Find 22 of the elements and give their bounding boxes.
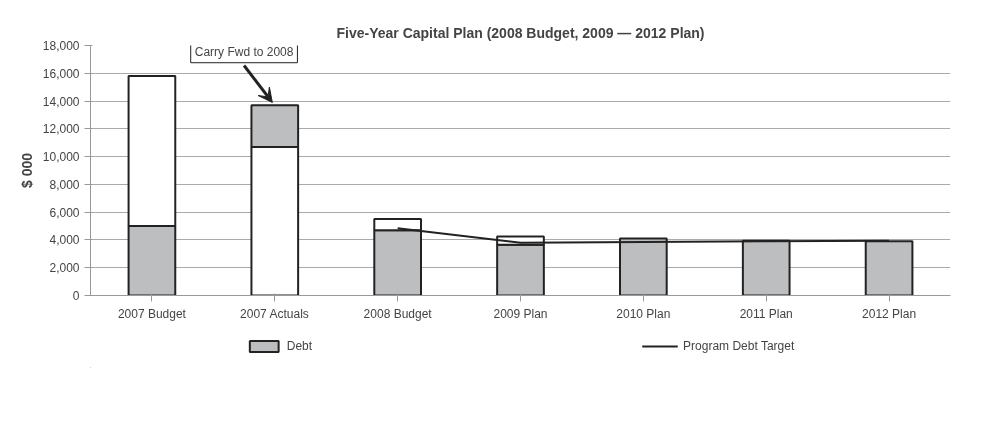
x-tick-label: 2009 Plan [493,306,548,321]
y-tick-label: 12,000 [42,122,80,137]
x-tick-label: 2011 Plan [739,306,793,321]
y-tick-label: 10,000 [42,150,80,165]
x-tick-label: 2008 Budget [363,306,433,321]
y-tick-label: 8,000 [49,177,80,192]
y-tick-label: 4,000 [49,233,80,248]
y-tick-label: 0 [72,289,80,303]
y-axis-title: $ 000 [18,152,35,189]
y-tick-label: 6,000 [49,205,80,220]
annotation: Carry Fwd to 2008 [194,44,294,59]
legend-label: Debt [286,338,313,353]
y-tick-label: 18,000 [42,39,80,53]
x-tick-label: 2012 Plan [862,306,917,321]
chart-title: Five-Year Capital Plan (2008 Budget, 2009 — 2012 Plan) [336,24,705,41]
y-tick-label: 16,000 [42,66,80,81]
y-tick-label: 14,000 [42,94,80,109]
y-tick-label: 2,000 [49,261,80,276]
legend-label: Program Debt Target [683,338,795,353]
x-tick-label: 2010 Plan [616,306,671,321]
x-tick-label: 2007 Budget [117,306,187,321]
x-tick-label: 2007 Actuals [240,306,309,321]
